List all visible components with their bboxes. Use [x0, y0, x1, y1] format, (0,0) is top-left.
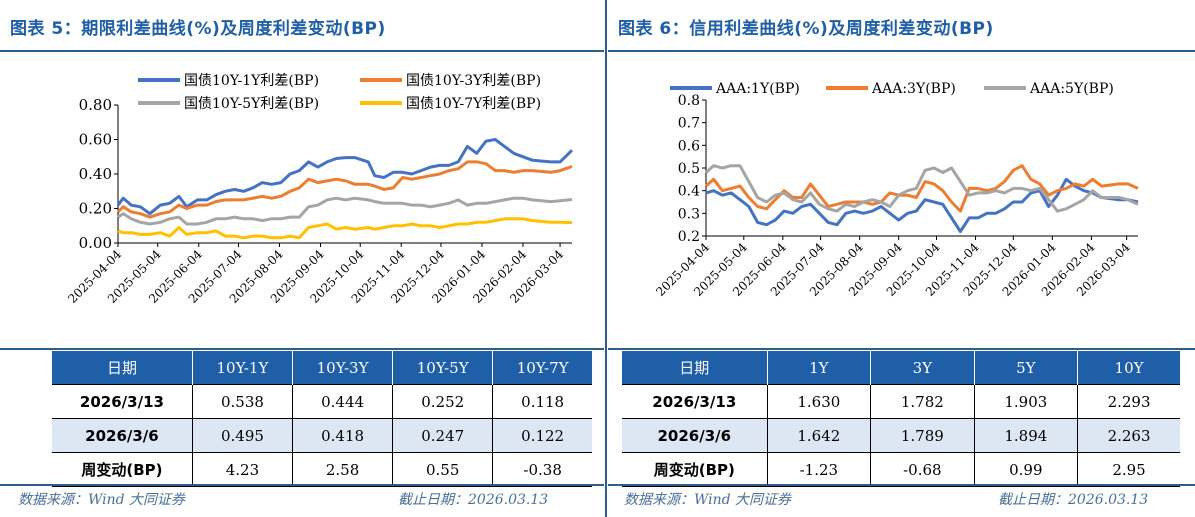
table-cell: 1.782 [870, 384, 975, 419]
column-header: 10Y-3Y [292, 351, 393, 385]
title-rule-right [608, 50, 1195, 52]
table-cell: -0.68 [870, 452, 975, 487]
source-note-left: 数据来源：Wind 大同证券 [18, 492, 186, 508]
chart-title-left: 图表 5：期限利差曲线(%)及周度利差变动(BP) [10, 19, 386, 39]
cutoff-date-left: 截止日期：2026.03.13 [398, 492, 549, 508]
table-cell: 0.495 [191, 418, 293, 453]
table-cell: 1.894 [973, 418, 1078, 453]
table-header-row: 日期 1Y 3Y 5Y 10Y [622, 351, 1180, 385]
legend-label: AAA:5Y(BP) [1029, 81, 1114, 97]
y-tick-label: 0.60 [79, 131, 112, 149]
table-row: 周变动(BP) 4.23 2.58 0.55 -0.38 [52, 452, 592, 487]
table-cell: 2.293 [1077, 384, 1180, 419]
cutoff-date-right: 截止日期：2026.03.13 [998, 492, 1149, 508]
table-row: 周变动(BP) -1.23 -0.68 0.99 2.95 [622, 452, 1180, 487]
column-header: 5Y [973, 351, 1078, 385]
credit-spread-table: 日期 1Y 3Y 5Y 10Y 2026/3/13 1.630 1.782 1.903 2.29… [622, 351, 1180, 487]
legend-label: 国债10Y-3Y利差(BP) [406, 73, 541, 89]
column-header: 日期 [622, 351, 768, 385]
panel-divider [605, 0, 607, 517]
table-rule-left [0, 348, 604, 350]
column-header: 3Y [870, 351, 975, 385]
y-tick-label: 0.20 [79, 200, 112, 218]
table-cell: 2.95 [1077, 452, 1180, 487]
table-cell: 0.247 [392, 418, 493, 453]
y-tick-label: 0.2 [678, 229, 700, 245]
table-cell: 2026/3/13 [622, 384, 768, 419]
table-cell: 2.58 [292, 452, 393, 487]
y-tick-label: 0.40 [79, 165, 112, 183]
table-cell: 0.55 [392, 452, 493, 487]
credit-spread-chart: 0.20.30.40.50.60.70.82025-04-042025-05-0… [653, 81, 1139, 299]
column-header: 10Y-1Y [191, 351, 293, 385]
legend-label: 国债10Y-7Y利差(BP) [406, 96, 541, 112]
y-tick-label: 0.5 [678, 161, 700, 177]
table-cell: 0.118 [492, 384, 592, 419]
table-header-row: 日期 10Y-1Y 10Y-3Y 10Y-5Y 10Y-7Y [52, 351, 592, 385]
table-cell: 0.418 [292, 418, 393, 453]
table-cell: 0.122 [492, 418, 592, 453]
table-cell: 周变动(BP) [52, 452, 193, 487]
chart-title-right: 图表 6：信用利差曲线(%)及周度利差变动(BP) [618, 19, 994, 39]
column-header: 10Y-5Y [392, 351, 493, 385]
table-row: 2026/3/6 0.495 0.418 0.247 0.122 [52, 418, 592, 453]
y-tick-label: 0.3 [678, 206, 700, 222]
table-cell: 2026/3/6 [622, 418, 768, 453]
footer-rule-right [608, 484, 1195, 486]
table-cell: 0.99 [973, 452, 1078, 487]
series-line [116, 138, 574, 216]
table-row: 2026/3/6 1.642 1.789 1.894 2.263 [622, 418, 1180, 453]
table-cell: -0.38 [492, 452, 592, 487]
column-header: 日期 [52, 351, 193, 385]
series-line [704, 164, 1139, 213]
term-spread-table: 日期 10Y-1Y 10Y-3Y 10Y-5Y 10Y-7Y 2026/3/13 0.53… [52, 351, 592, 487]
table-cell: 4.23 [191, 452, 293, 487]
right-panel: 图表 6：信用利差曲线(%)及周度利差变动(BP) 0.2 0.3 0.4 0.5 0.… [608, 0, 1195, 517]
series-line [117, 217, 573, 240]
table-cell: 2026/3/13 [52, 384, 193, 419]
table-cell: 0.252 [392, 384, 493, 419]
table-cell: 1.642 [766, 418, 871, 453]
y-tick-label: 0.8 [678, 93, 700, 109]
legend-label: AAA:3Y(BP) [871, 81, 956, 97]
column-header: 10Y-7Y [492, 351, 592, 385]
table-cell: 0.538 [191, 384, 293, 419]
table-cell: 0.444 [292, 384, 393, 419]
table-cell: 2026/3/6 [52, 418, 193, 453]
term-spread-chart: 0.000.200.400.600.802025-04-042025-05-04… [65, 73, 574, 306]
table-cell: 周变动(BP) [622, 452, 768, 487]
legend-label: 国债10Y-5Y利差(BP) [184, 96, 319, 112]
y-tick-label: 0.6 [678, 138, 700, 154]
column-header: 1Y [766, 351, 871, 385]
table-row: 2026/3/13 0.538 0.444 0.252 0.118 [52, 384, 592, 419]
legend-label: AAA:1Y(BP) [715, 81, 800, 97]
y-tick-label: 0.4 [678, 184, 700, 200]
title-rule-left [0, 50, 604, 52]
left-panel: 图表 5：期限利差曲线(%)及周度利差变动(BP) 0.00 0.20 0.40 0.… [0, 19, 604, 508]
y-tick-label: 0.00 [79, 234, 112, 252]
footer-rule-left [0, 484, 604, 486]
table-cell: 1.789 [870, 418, 975, 453]
column-header: 10Y [1077, 351, 1180, 385]
y-tick-label: 0.7 [678, 116, 700, 132]
table-cell: 1.630 [766, 384, 871, 419]
table-cell: -1.23 [766, 452, 871, 487]
source-note-right: 数据来源：Wind 大同证券 [624, 492, 792, 508]
table-cell: 2.263 [1077, 418, 1180, 453]
table-row: 2026/3/13 1.630 1.782 1.903 2.293 [622, 384, 1180, 419]
table-rule-right [608, 348, 1195, 350]
series-line [117, 196, 573, 226]
table-cell: 1.903 [973, 384, 1078, 419]
series-line [705, 177, 1139, 233]
y-tick-label: 0.80 [79, 96, 112, 114]
series-line [704, 164, 1139, 213]
series-line [116, 160, 573, 219]
legend-label: 国债10Y-1Y利差(BP) [184, 73, 319, 89]
